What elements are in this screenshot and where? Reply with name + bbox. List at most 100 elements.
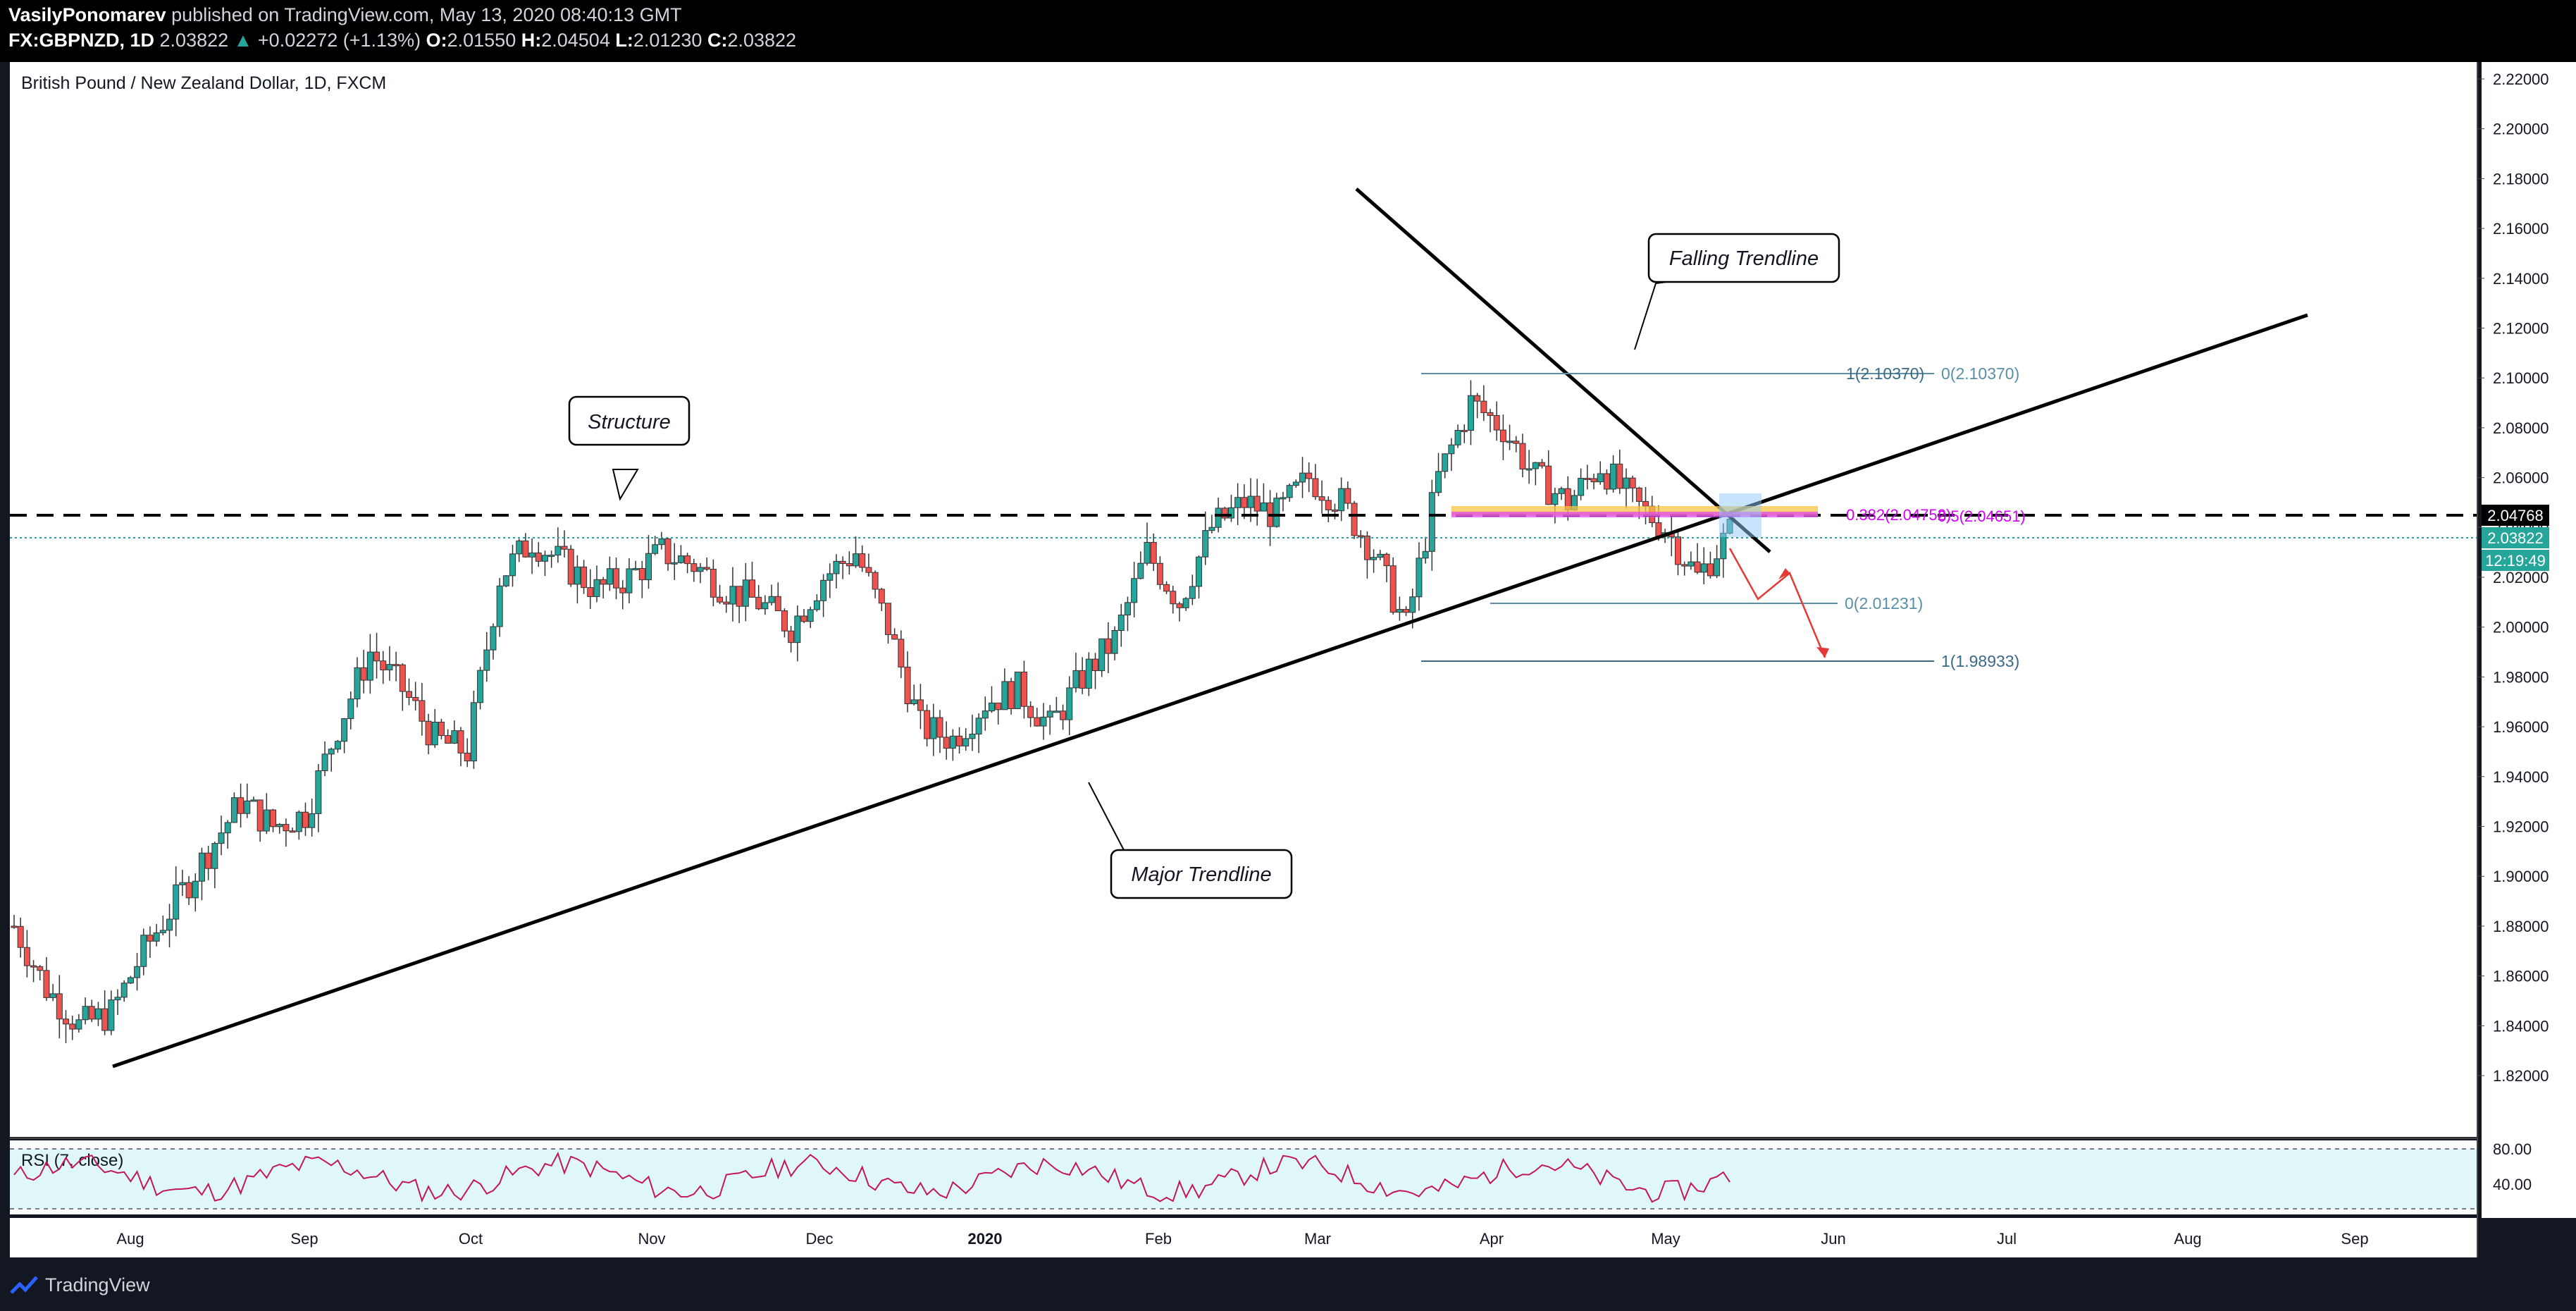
candle-body [147, 935, 154, 942]
candle-body [1454, 430, 1461, 445]
candle-body [671, 562, 678, 565]
price-tick-label: 1.98000 [2493, 668, 2549, 686]
candle-body [1331, 509, 1338, 512]
price-axis[interactable] [2482, 62, 2576, 1218]
candle-body [1409, 596, 1416, 613]
candle-body [1519, 443, 1526, 470]
candle-body [516, 540, 523, 555]
candle-body [988, 702, 995, 712]
candle-body [198, 852, 205, 882]
candle-body [1137, 562, 1144, 579]
candle-body [975, 718, 982, 735]
candle-body [464, 752, 471, 762]
candle-body [328, 749, 335, 755]
structure-callout[interactable]: Structure [568, 395, 691, 501]
candle-body [1014, 671, 1021, 709]
candle-body [276, 824, 283, 827]
candle-body [1351, 503, 1358, 536]
candle-body [587, 587, 594, 597]
candle-body [1403, 609, 1410, 613]
candle-body [1545, 465, 1552, 505]
candle-body [872, 572, 879, 590]
candles [11, 380, 1733, 1043]
time-tick-label: Dec [805, 1230, 833, 1248]
candle-body [256, 799, 264, 832]
candle-body [904, 666, 911, 704]
candle-body [334, 741, 341, 750]
candle-body [1674, 536, 1681, 565]
candle-body [1111, 629, 1118, 654]
candle-body [1176, 603, 1183, 608]
countdown-text: 12:19:49 [2485, 552, 2546, 570]
candle-body [794, 615, 801, 644]
price-chart[interactable]: 2.22000 2.20000 2.18000 2.16000 2.14000 2.120… [0, 62, 2576, 1260]
candle-body [30, 965, 37, 968]
time-tick-label: Feb [1145, 1230, 1172, 1248]
candle-body [470, 702, 477, 762]
projection-path[interactable] [1728, 548, 1826, 658]
candle-body [1202, 530, 1209, 558]
brand-name[interactable]: TradingView [45, 1274, 150, 1295]
countdown-badge [2482, 550, 2549, 571]
candle-body [1150, 541, 1157, 564]
structure-label: Structure [588, 411, 671, 433]
author-name[interactable]: VasilyPonomarev [8, 4, 166, 25]
candle-body [1688, 561, 1695, 567]
candle-body [1124, 602, 1131, 616]
candle-body [412, 696, 419, 701]
candle-body [1280, 497, 1287, 500]
symbol-name[interactable]: FX:GBPNZD, 1D [8, 30, 155, 51]
candle-body [555, 546, 562, 556]
price-tick-label: 1.86000 [2493, 968, 2549, 985]
fib-zone[interactable] [1451, 512, 1818, 517]
time-tick-label: Apr [1480, 1230, 1504, 1248]
candle-body [17, 925, 24, 948]
candle-body [1389, 565, 1397, 613]
price-tick-label: 2.20000 [2493, 121, 2549, 138]
candle-body [1700, 563, 1707, 573]
candle-body [321, 753, 328, 772]
price-tick-label: 1.88000 [2493, 918, 2549, 935]
candle-body [691, 563, 698, 572]
falling-trendline[interactable] [1355, 187, 1771, 553]
candle-body [1325, 500, 1332, 510]
high-label: H: [521, 30, 542, 51]
fib-mid-label: 0.382(2.04752) [1846, 506, 1951, 524]
price-change: +0.02272 (+1.13%) [257, 30, 421, 51]
price-tick-label: 2.02000 [2493, 569, 2549, 586]
candle-body [496, 585, 503, 627]
candle-body [1597, 473, 1604, 483]
major-callout[interactable]: Major Trendline [1088, 782, 1293, 899]
candle-body [917, 699, 924, 711]
candle-body [1227, 507, 1234, 519]
candle-body [788, 630, 795, 644]
candle-body [1040, 716, 1047, 727]
time-axis[interactable] [10, 1218, 2477, 1257]
fib-low-label-a: 0(2.01231) [1845, 594, 1923, 613]
candle-body [962, 738, 970, 746]
candle-body [315, 770, 322, 814]
main-pane[interactable] [10, 62, 2477, 1137]
candle-body [179, 882, 186, 885]
candle-body [1474, 395, 1481, 402]
candle-body [664, 538, 671, 565]
falling-callout[interactable]: Falling Trendline [1634, 233, 1840, 350]
rsi-line [13, 1151, 1730, 1203]
candle-body [658, 538, 665, 546]
candle-body [1461, 430, 1468, 433]
candle-body [878, 589, 885, 604]
major-trendline[interactable] [112, 313, 2308, 1069]
candle-body [114, 997, 121, 1001]
candle-body [490, 626, 497, 651]
target-box[interactable] [1719, 493, 1761, 537]
candle-body [82, 1006, 89, 1021]
candle-body [457, 730, 464, 753]
candle-body [1053, 710, 1060, 713]
candle-body [1098, 638, 1106, 672]
candle-body [380, 660, 387, 670]
publish-text: published on TradingView.com, May 13, 20… [171, 4, 682, 25]
candle-body [1506, 441, 1513, 443]
candle-body [1435, 471, 1442, 493]
candle-body [1525, 468, 1532, 471]
chart-title: British Pound / New Zealand Dollar, 1D, … [21, 73, 386, 93]
